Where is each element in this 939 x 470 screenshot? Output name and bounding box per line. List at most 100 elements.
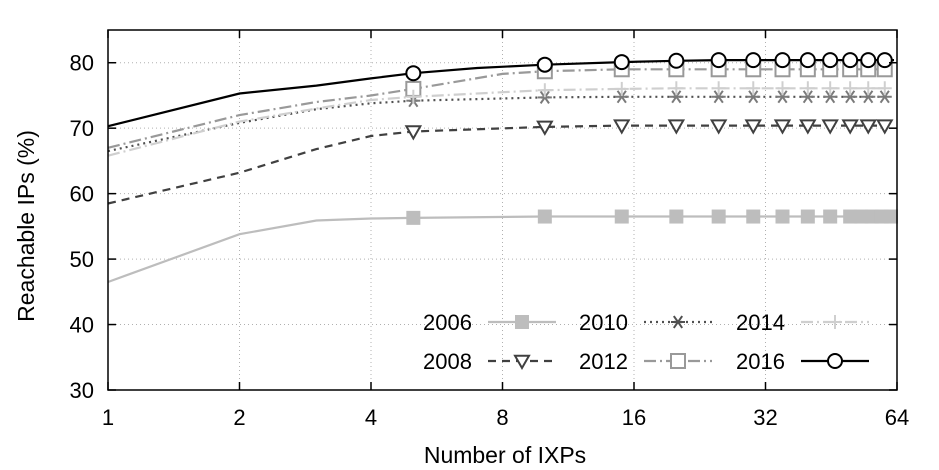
x-tick-label: 32 <box>753 405 777 430</box>
series-line <box>107 95 885 153</box>
grid-layer <box>108 30 897 390</box>
marker-asterisk <box>671 315 685 329</box>
marker-stroke <box>672 315 684 329</box>
legend-label: 2010 <box>579 310 628 335</box>
marker-open-circle <box>842 52 859 69</box>
legend-label: 2012 <box>579 349 628 374</box>
marker-stroke <box>671 90 682 104</box>
marker-asterisk <box>711 90 726 104</box>
marker-filled-square <box>775 209 790 224</box>
marker-asterisk <box>800 90 815 104</box>
marker-plus <box>711 81 726 96</box>
series-line <box>107 124 885 205</box>
y-tick-label: 30 <box>70 378 94 403</box>
marker-plus <box>775 81 790 96</box>
legend-item: 2008 <box>423 349 556 374</box>
legend-item: 2010 <box>579 310 712 335</box>
marker-open-circle <box>710 52 727 69</box>
marker-asterisk <box>823 90 838 104</box>
ticks-layer: 30 40 50 60 70 80 1 2 4 8 16 32 64 <box>70 30 909 430</box>
marker-stroke <box>713 90 724 104</box>
marker-triangle-down <box>404 125 423 141</box>
x-tick-label: 16 <box>622 405 646 430</box>
marker-filled-square <box>800 209 815 224</box>
marker-open-circle <box>799 52 816 69</box>
marker-plus <box>877 81 892 96</box>
marker-stroke <box>748 90 759 104</box>
marker-triangle-down <box>744 119 762 135</box>
marker-filled-square <box>711 209 726 224</box>
marker-asterisk <box>746 90 761 104</box>
marker-stroke <box>616 90 627 104</box>
marker-plus <box>406 89 421 104</box>
y-axis-label: Reachable IPs (%) <box>13 130 39 322</box>
marker-open-circle <box>745 52 762 69</box>
marker-open-square <box>670 353 686 369</box>
marker-plus <box>614 81 629 96</box>
series-1 <box>107 119 894 205</box>
marker-stroke <box>802 90 813 104</box>
marker-filled-square <box>515 315 529 329</box>
series-layer <box>107 52 898 284</box>
marker-filled-square <box>406 210 421 225</box>
marker-open-circle <box>774 52 791 69</box>
marker-plus <box>861 81 876 96</box>
series-line <box>107 215 891 284</box>
marker-open-circle <box>668 52 685 69</box>
marker-filled-square <box>883 209 898 224</box>
series-line <box>107 68 885 149</box>
marker-triangle-down <box>513 354 531 371</box>
y-tick-label: 60 <box>70 182 94 207</box>
legend-label: 2006 <box>423 310 472 335</box>
marker-filled-square <box>746 209 761 224</box>
x-axis-label: Number of IXPs <box>424 442 586 468</box>
marker-asterisk <box>669 90 684 104</box>
marker-triangle-down <box>821 119 839 135</box>
marker-plus <box>800 81 815 96</box>
series-0 <box>107 209 898 284</box>
series-5 <box>107 61 893 149</box>
marker-triangle-down <box>709 119 728 135</box>
marker-filled-square <box>823 209 838 224</box>
marker-triangle-down <box>859 119 877 135</box>
y-tick-label: 40 <box>70 313 94 338</box>
y-tick-label: 80 <box>70 51 94 76</box>
marker-asterisk <box>775 90 790 104</box>
marker-triangle-down <box>536 120 554 136</box>
legend-label: 2014 <box>736 310 785 335</box>
series-line <box>107 87 885 157</box>
series-7 <box>107 52 894 128</box>
legend-label: 2008 <box>423 349 472 374</box>
y-tick-label: 70 <box>70 116 94 141</box>
marker-stroke <box>845 90 856 104</box>
y-tick-label: 50 <box>70 247 94 272</box>
series-4 <box>406 90 892 108</box>
marker-filled-square <box>537 209 552 224</box>
marker-filled-square <box>669 209 684 224</box>
marker-stroke <box>825 90 836 104</box>
marker-plus <box>823 81 838 96</box>
x-tick-label: 4 <box>365 405 377 430</box>
marker-plus <box>746 81 761 96</box>
marker-asterisk <box>843 90 858 104</box>
legend-item: 2014 <box>736 310 869 335</box>
marker-open-circle <box>405 65 422 82</box>
marker-asterisk <box>877 90 892 104</box>
marker-triangle-down <box>773 119 792 135</box>
marker-asterisk <box>861 90 876 104</box>
marker-open-circle <box>860 52 877 69</box>
legend-item: 2016 <box>736 349 869 374</box>
marker-triangle-down <box>876 119 894 135</box>
marker-plus <box>843 81 858 96</box>
series-3 <box>107 95 885 153</box>
marker-stroke <box>879 90 890 104</box>
x-tick-label: 64 <box>885 405 909 430</box>
marker-plus <box>828 315 842 329</box>
marker-stroke <box>539 90 550 104</box>
marker-plus <box>537 83 552 98</box>
marker-plus <box>669 81 684 96</box>
x-tick-label: 2 <box>233 405 245 430</box>
marker-open-circle <box>827 353 843 369</box>
marker-asterisk <box>614 90 629 104</box>
